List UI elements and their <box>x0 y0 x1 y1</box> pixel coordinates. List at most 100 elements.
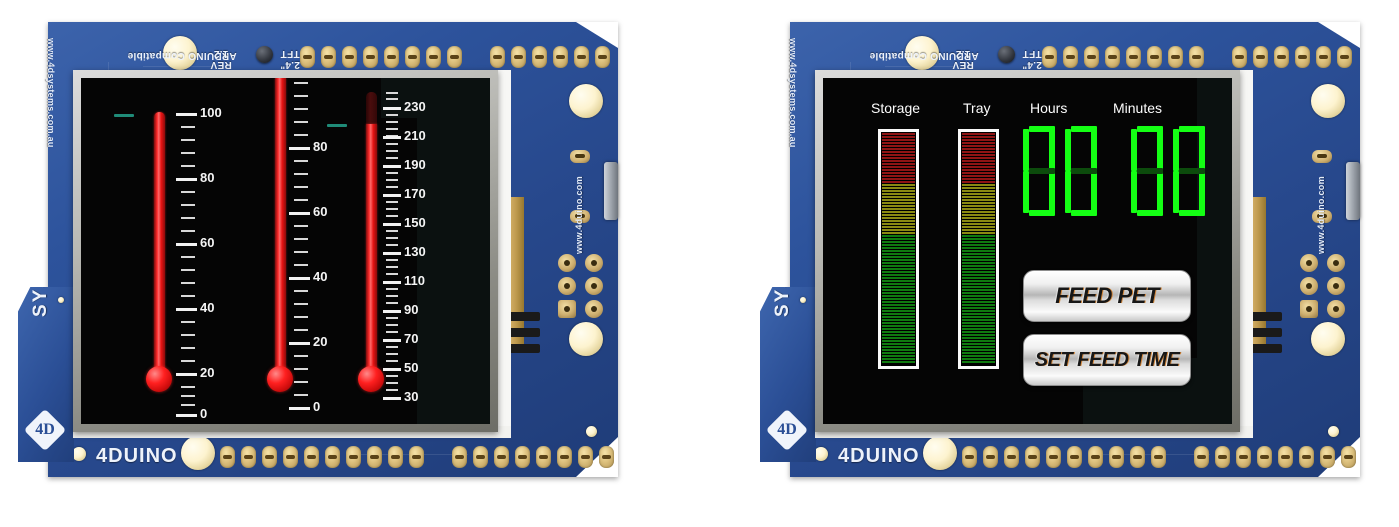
header-pin[interactable] <box>1147 46 1162 68</box>
header-bottom-row[interactable] <box>220 446 620 468</box>
header-pin[interactable] <box>384 46 399 68</box>
feed-pet-button[interactable]: FEED PET <box>1023 270 1191 322</box>
bargraph-tray[interactable] <box>958 129 999 369</box>
bargraph-storage[interactable] <box>878 129 919 369</box>
pad-grid[interactable] <box>558 254 607 318</box>
header-pin[interactable] <box>300 46 315 68</box>
header-pin[interactable] <box>1004 446 1019 468</box>
header-pin[interactable] <box>388 446 403 468</box>
header-pin[interactable] <box>983 446 998 468</box>
header-pin[interactable] <box>447 46 462 68</box>
header-pin[interactable] <box>1126 46 1141 68</box>
header-pin[interactable] <box>426 46 441 68</box>
pad[interactable] <box>1300 300 1318 318</box>
header-pin[interactable] <box>1320 446 1335 468</box>
header-bottom-row[interactable] <box>962 446 1362 468</box>
header-pin[interactable] <box>1130 446 1145 468</box>
flex-connector <box>1250 197 1266 347</box>
header-pin[interactable] <box>1316 46 1331 68</box>
reset-button[interactable] <box>256 46 273 63</box>
header-pin[interactable] <box>1341 446 1356 468</box>
header-pin[interactable] <box>1295 46 1310 68</box>
header-pin[interactable] <box>1194 446 1209 468</box>
header-pin[interactable] <box>241 446 256 468</box>
header-pin[interactable] <box>553 46 568 68</box>
header-pin[interactable] <box>1257 446 1272 468</box>
pad[interactable] <box>558 277 576 295</box>
header-pin[interactable] <box>511 46 526 68</box>
header-pin[interactable] <box>346 446 361 468</box>
header-pin[interactable] <box>452 446 467 468</box>
header-top-row[interactable] <box>1042 46 1358 68</box>
header-pin[interactable] <box>1084 46 1099 68</box>
pad[interactable] <box>1327 300 1345 318</box>
header-pin[interactable] <box>1337 46 1352 68</box>
pad[interactable] <box>558 300 576 318</box>
header-pin[interactable] <box>578 446 593 468</box>
set-feed-time-button[interactable]: SET FEED TIME <box>1023 334 1191 386</box>
edge-pad[interactable] <box>1312 210 1332 223</box>
edge-pad[interactable] <box>1312 150 1332 163</box>
edge-pad[interactable] <box>570 210 590 223</box>
header-pin[interactable] <box>1105 46 1120 68</box>
pad[interactable] <box>1327 254 1345 272</box>
header-pin[interactable] <box>515 446 530 468</box>
header-pin[interactable] <box>409 446 424 468</box>
screen-pet-feeder[interactable]: Storage Tray Hours Minutes FEE <box>823 78 1232 424</box>
header-pin[interactable] <box>1215 446 1230 468</box>
pad[interactable] <box>1327 277 1345 295</box>
header-pin[interactable] <box>1299 446 1314 468</box>
pad[interactable] <box>585 300 603 318</box>
header-pin[interactable] <box>1236 446 1251 468</box>
header-pin[interactable] <box>1025 446 1040 468</box>
header-pin[interactable] <box>1067 446 1082 468</box>
header-pin[interactable] <box>574 46 589 68</box>
header-pin[interactable] <box>494 446 509 468</box>
pad[interactable] <box>585 277 603 295</box>
header-pin[interactable] <box>405 46 420 68</box>
header-pin[interactable] <box>1274 46 1289 68</box>
header-pin[interactable] <box>1278 446 1293 468</box>
header-pin[interactable] <box>1151 446 1166 468</box>
bar-segment <box>962 235 995 237</box>
pad-grid[interactable] <box>1300 254 1349 318</box>
bar-segment <box>882 202 915 204</box>
bar-segment <box>962 142 995 144</box>
header-pin[interactable] <box>1189 46 1204 68</box>
header-pin[interactable] <box>1063 46 1078 68</box>
header-pin[interactable] <box>1168 46 1183 68</box>
header-pin[interactable] <box>490 46 505 68</box>
header-pin[interactable] <box>1088 446 1103 468</box>
header-pin[interactable] <box>363 46 378 68</box>
header-pin[interactable] <box>1046 446 1061 468</box>
header-pin[interactable] <box>325 446 340 468</box>
header-pin[interactable] <box>220 446 235 468</box>
header-pin[interactable] <box>595 46 610 68</box>
header-pin[interactable] <box>1232 46 1247 68</box>
header-pin[interactable] <box>473 446 488 468</box>
header-pin[interactable] <box>321 46 336 68</box>
screen-thermometers[interactable]: 100 80 60 <box>81 78 490 424</box>
pad[interactable] <box>1300 254 1318 272</box>
header-pin[interactable] <box>304 446 319 468</box>
header-pin[interactable] <box>1253 46 1268 68</box>
pad[interactable] <box>558 254 576 272</box>
header-pin[interactable] <box>342 46 357 68</box>
header-pin[interactable] <box>1042 46 1057 68</box>
header-pin[interactable] <box>599 446 614 468</box>
header-pin[interactable] <box>557 446 572 468</box>
pad[interactable] <box>585 254 603 272</box>
header-pin[interactable] <box>536 446 551 468</box>
header-pin[interactable] <box>367 446 382 468</box>
header-pin[interactable] <box>962 446 977 468</box>
pad[interactable] <box>1300 277 1318 295</box>
header-pin[interactable] <box>262 446 277 468</box>
header-pin[interactable] <box>283 446 298 468</box>
header-top-row[interactable] <box>300 46 616 68</box>
edge-pad[interactable] <box>570 150 590 163</box>
reset-button[interactable] <box>998 46 1015 63</box>
via-hole <box>1328 426 1339 437</box>
header-pin[interactable] <box>532 46 547 68</box>
header-pin[interactable] <box>1109 446 1124 468</box>
